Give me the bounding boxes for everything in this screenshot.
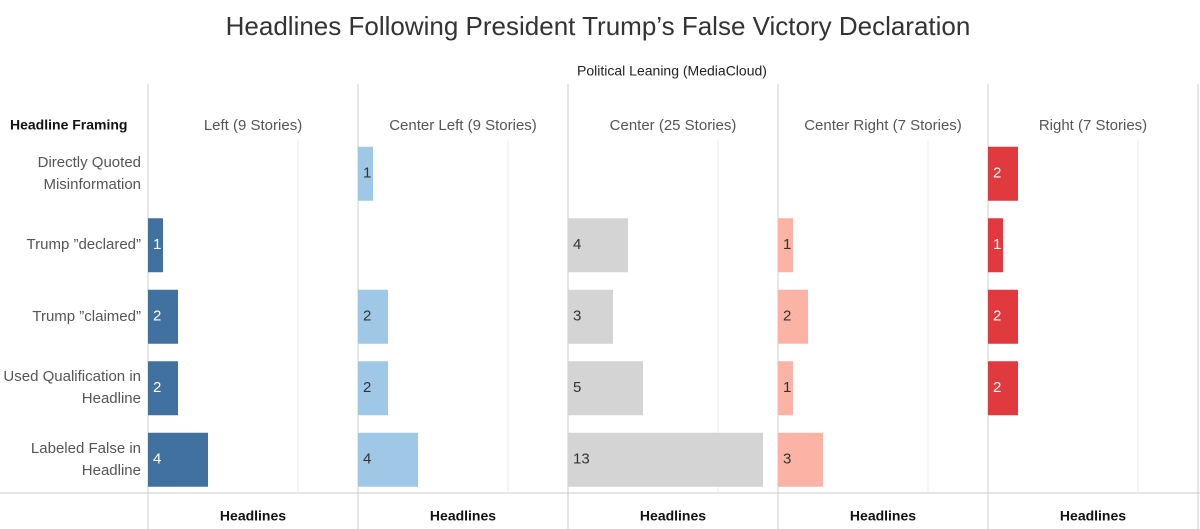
data-label: 1 [993, 236, 1001, 253]
bar [568, 361, 643, 416]
row-label: Trump ”declared” [26, 236, 141, 254]
data-label: 2 [153, 308, 161, 325]
column-header: Center Left (9 Stories) [389, 117, 537, 134]
bar [358, 361, 388, 416]
bar [358, 289, 388, 344]
column-header: Right (7 Stories) [1039, 117, 1147, 134]
bar [148, 218, 163, 273]
data-label: 2 [993, 165, 1001, 182]
data-label: 13 [573, 451, 590, 468]
bar [568, 289, 613, 344]
column-header: Center Right (7 Stories) [804, 117, 962, 134]
x-axis-label: Headlines [430, 508, 496, 524]
bar [358, 146, 373, 201]
bar [148, 432, 208, 487]
column-header: Left (9 Stories) [204, 117, 302, 134]
x-axis-label: Headlines [220, 508, 286, 524]
row-axis-title: Headline Framing [10, 117, 127, 133]
data-label: 3 [783, 451, 791, 468]
data-label: 5 [573, 379, 581, 396]
bar [568, 432, 763, 487]
chart-title: Headlines Following President Trump’s Fa… [226, 11, 971, 41]
column-header: Center (25 Stories) [610, 117, 737, 134]
bar [148, 289, 178, 344]
bar [988, 361, 1018, 416]
data-label: 4 [363, 451, 371, 468]
data-label: 2 [783, 308, 791, 325]
x-axis-label: Headlines [1060, 508, 1126, 524]
bar [778, 361, 793, 416]
bar [988, 218, 1003, 273]
data-label: 1 [783, 236, 791, 253]
bar [148, 361, 178, 416]
x-axis-label: Headlines [640, 508, 706, 524]
data-label: 4 [153, 451, 161, 468]
bar [778, 289, 808, 344]
bar [778, 218, 793, 273]
data-label: 1 [153, 236, 161, 253]
data-label: 2 [993, 308, 1001, 325]
data-label: 4 [573, 236, 581, 253]
row-label: Used Qualification in Headline [3, 368, 141, 408]
bar [988, 289, 1018, 344]
data-label: 1 [363, 165, 371, 182]
data-label: 2 [363, 379, 371, 396]
data-label: 2 [153, 379, 161, 396]
x-axis-label: Headlines [850, 508, 916, 524]
row-label: Labeled False in Headline [30, 439, 141, 479]
data-label: 1 [783, 379, 791, 396]
data-label: 2 [993, 379, 1001, 396]
column-axis-title: Political Leaning (MediaCloud) [577, 63, 767, 79]
bar [778, 432, 823, 487]
bar [988, 146, 1018, 201]
row-label: Directly Quoted Misinformation [37, 153, 141, 193]
bar [358, 432, 418, 487]
data-label: 3 [573, 308, 581, 325]
row-label: Trump ”claimed” [32, 307, 141, 325]
data-label: 2 [363, 308, 371, 325]
bar [568, 218, 628, 273]
